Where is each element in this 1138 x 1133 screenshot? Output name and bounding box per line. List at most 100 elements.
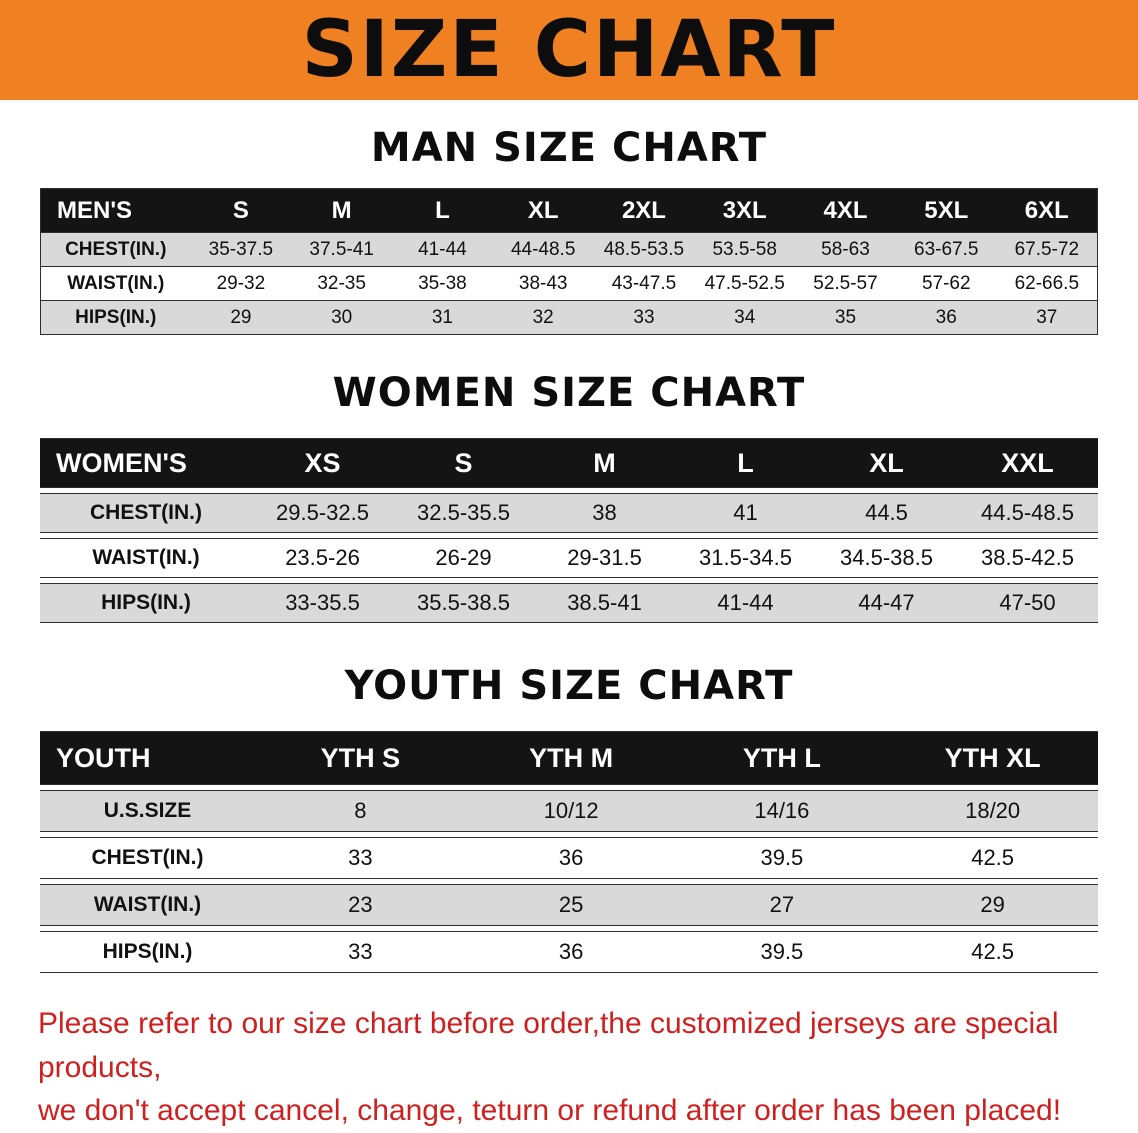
youth-size-table: YOUTH YTH S YTH M YTH L YTH XL U.S.SIZE 8 10/12… [40, 726, 1098, 978]
size-value-cell: 44.5 [816, 493, 957, 533]
size-value-cell: 34 [694, 300, 796, 335]
size-column-header: M [291, 188, 393, 233]
row-label-cell: HIPS(IN.) [40, 583, 252, 623]
size-value-cell: 29-32 [190, 266, 292, 301]
size-column-header: XXL [957, 438, 1098, 488]
size-value-cell: 38.5-42.5 [957, 538, 1098, 578]
men-size-table: MEN'S S M L XL 2XL 3XL 4XL 5XL 6XL CHEST(IN.) 35-37… [40, 188, 1098, 335]
size-column-header: L [392, 188, 493, 233]
size-value-cell: 41 [675, 493, 816, 533]
table-header-row: YOUTH YTH S YTH M YTH L YTH XL [40, 731, 1098, 785]
size-column-header: XL [492, 188, 594, 233]
size-column-header: 4XL [795, 188, 896, 233]
disclaimer: Please refer to our size chart before or… [38, 1002, 1100, 1133]
size-column-header: XL [816, 438, 957, 488]
size-value-cell: 42.5 [887, 837, 1098, 879]
size-value-cell: 29-31.5 [534, 538, 675, 578]
size-value-cell: 33-35.5 [252, 583, 393, 623]
table-row: CHEST(IN.) 33 36 39.5 42.5 [40, 837, 1098, 879]
row-label-cell: CHEST(IN.) [40, 493, 252, 533]
table-row: HIPS(IN.) 33-35.5 35.5-38.5 38.5-41 41-44 44-… [40, 583, 1098, 623]
table-row: WAIST(IN.) 23 25 27 29 [40, 884, 1098, 926]
row-label-cell: CHEST(IN.) [40, 232, 191, 267]
size-value-cell: 32.5-35.5 [393, 493, 534, 533]
size-column-header: 6XL [996, 188, 1098, 233]
size-value-cell: 44-47 [816, 583, 957, 623]
size-value-cell: 43-47.5 [593, 266, 695, 301]
table-row: HIPS(IN.) 33 36 39.5 42.5 [40, 931, 1098, 973]
size-value-cell: 44.5-48.5 [957, 493, 1098, 533]
size-value-cell: 36 [465, 931, 677, 973]
size-column-header: L [675, 438, 816, 488]
page-title: SIZE CHART [301, 5, 837, 95]
men-section-heading: MAN SIZE CHART [370, 125, 768, 171]
size-value-cell: 39.5 [676, 837, 888, 879]
size-value-cell: 23 [255, 884, 466, 926]
size-value-cell: 33 [255, 837, 466, 879]
size-value-cell: 53.5-58 [694, 232, 796, 267]
size-value-cell: 10/12 [465, 790, 677, 832]
size-value-cell: 31 [392, 300, 493, 335]
size-value-cell: 67.5-72 [996, 232, 1098, 267]
size-value-cell: 63-67.5 [895, 232, 997, 267]
row-label-cell: WAIST(IN.) [40, 266, 191, 301]
size-value-cell: 62-66.5 [996, 266, 1098, 301]
women-size-section: WOMEN SIZE CHART WOMEN'S XS S M L XL XXL CHEST(… [0, 371, 1138, 628]
size-value-cell: 37.5-41 [291, 232, 393, 267]
size-value-cell: 42.5 [887, 931, 1098, 973]
size-column-header: YTH XL [887, 731, 1098, 785]
size-column-header: XS [252, 438, 393, 488]
size-column-header: YTH M [465, 731, 677, 785]
size-chart-banner: SIZE CHART [0, 0, 1138, 100]
table-title-cell: MEN'S [40, 188, 191, 233]
size-value-cell: 23.5-26 [252, 538, 393, 578]
table-header-row: WOMEN'S XS S M L XL XXL [40, 438, 1098, 488]
size-value-cell: 34.5-38.5 [816, 538, 957, 578]
size-value-cell: 38.5-41 [534, 583, 675, 623]
size-column-header: YTH S [255, 731, 466, 785]
size-value-cell: 35.5-38.5 [393, 583, 534, 623]
table-row: WAIST(IN.) 23.5-26 26-29 29-31.5 31.5-34.5 34… [40, 538, 1098, 578]
size-value-cell: 38 [534, 493, 675, 533]
size-column-header: M [534, 438, 675, 488]
table-row: WAIST(IN.) 29-32 32-35 35-38 38-43 43-47.5 47.… [40, 266, 1098, 301]
size-value-cell: 36 [895, 300, 997, 335]
size-value-cell: 58-63 [795, 232, 896, 267]
disclaimer-line-1: Please refer to our size chart before or… [38, 1007, 1059, 1084]
size-value-cell: 30 [291, 300, 393, 335]
size-value-cell: 38-43 [492, 266, 594, 301]
size-column-header: S [190, 188, 292, 233]
size-value-cell: 26-29 [393, 538, 534, 578]
men-size-section: MAN SIZE CHART MEN'S S M L XL 2XL 3XL 4XL 5XL 6XL… [0, 126, 1138, 335]
size-value-cell: 47-50 [957, 583, 1098, 623]
row-label-cell: WAIST(IN.) [40, 538, 252, 578]
size-value-cell: 27 [676, 884, 888, 926]
size-value-cell: 39.5 [676, 931, 888, 973]
table-header-row: MEN'S S M L XL 2XL 3XL 4XL 5XL 6XL [40, 188, 1098, 233]
size-value-cell: 44-48.5 [492, 232, 594, 267]
size-value-cell: 29.5-32.5 [252, 493, 393, 533]
row-label-cell: HIPS(IN.) [40, 931, 255, 973]
table-title-cell: WOMEN'S [40, 438, 252, 488]
size-value-cell: 8 [255, 790, 466, 832]
size-value-cell: 32 [492, 300, 594, 335]
size-value-cell: 36 [465, 837, 677, 879]
table-title-cell: YOUTH [40, 731, 255, 785]
women-size-table: WOMEN'S XS S M L XL XXL CHEST(IN.) 29.5-32.5 32.5… [40, 433, 1098, 628]
youth-size-section: YOUTH SIZE CHART YOUTH YTH S YTH M YTH L YTH… [0, 664, 1138, 978]
size-value-cell: 31.5-34.5 [675, 538, 816, 578]
size-value-cell: 48.5-53.5 [593, 232, 695, 267]
row-label-cell: HIPS(IN.) [40, 300, 191, 335]
row-label-cell: WAIST(IN.) [40, 884, 255, 926]
size-value-cell: 33 [593, 300, 695, 335]
disclaimer-line-2: we don't accept cancel, change, teturn o… [38, 1094, 1062, 1127]
size-value-cell: 52.5-57 [795, 266, 896, 301]
size-column-header: YTH L [676, 731, 888, 785]
size-value-cell: 33 [255, 931, 466, 973]
size-value-cell: 57-62 [895, 266, 997, 301]
size-value-cell: 35-37.5 [190, 232, 292, 267]
size-value-cell: 29 [190, 300, 292, 335]
table-row: CHEST(IN.) 35-37.5 37.5-41 41-44 44-48.5 48.5… [40, 232, 1098, 267]
women-section-heading: WOMEN SIZE CHART [332, 370, 806, 416]
size-value-cell: 29 [887, 884, 1098, 926]
